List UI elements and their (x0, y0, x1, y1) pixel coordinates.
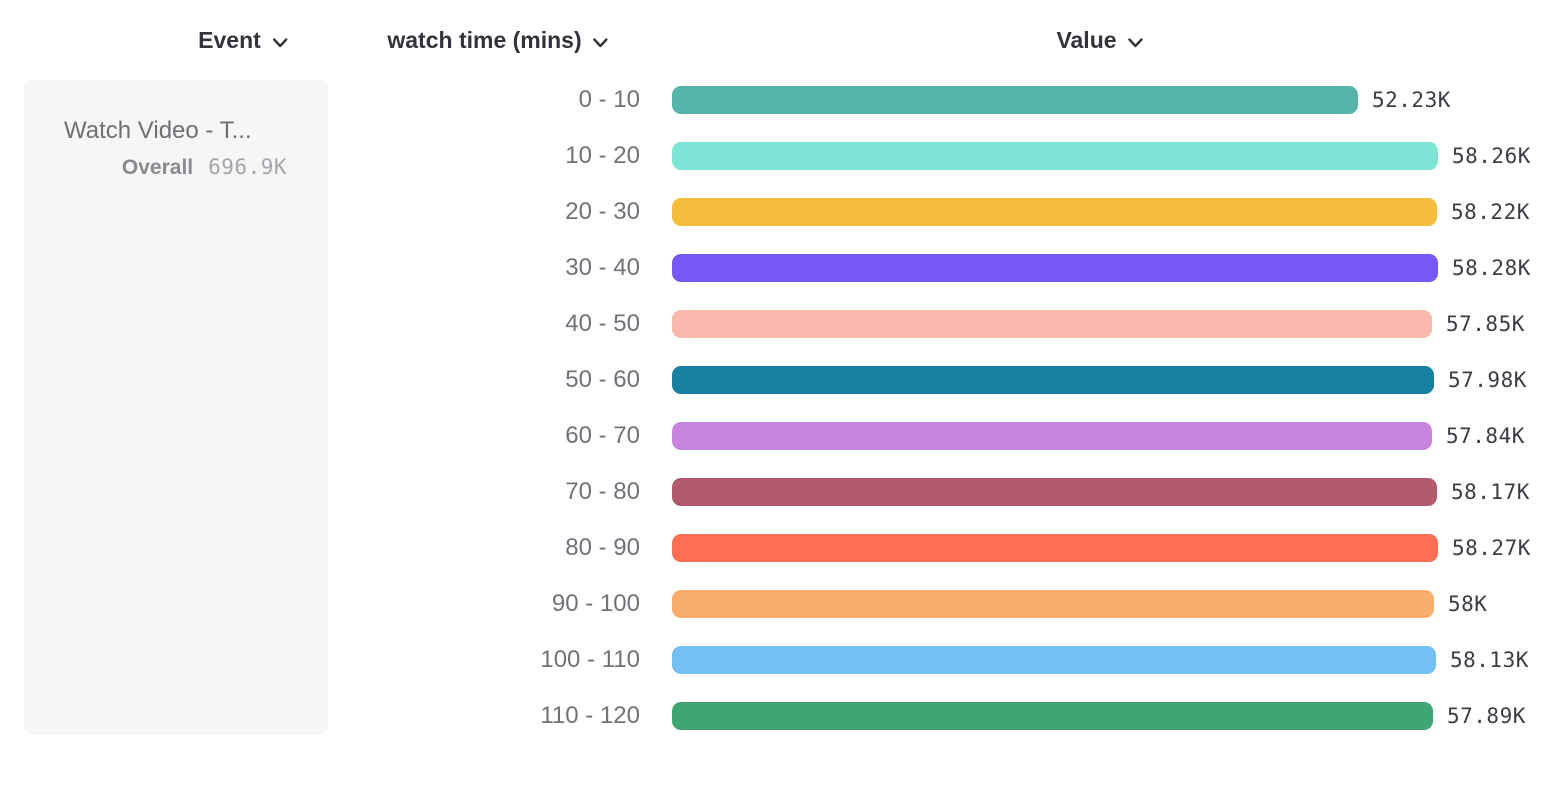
bucket-label: 90 - 100 (551, 590, 640, 617)
bucket-label: 20 - 30 (565, 198, 640, 225)
chart-row: 10 - 20 58.26K (0, 128, 1568, 184)
value-label: 58K (1448, 592, 1488, 616)
bar-segment[interactable] (672, 198, 1437, 226)
bar-segment[interactable] (672, 142, 1438, 170)
value-label: 58.26K (1452, 144, 1531, 168)
chevron-down-icon (593, 37, 609, 48)
chart-row: 100 - 110 58.13K (0, 632, 1568, 688)
chart-row: 50 - 60 57.98K (0, 352, 1568, 408)
value-label: 58.22K (1451, 200, 1530, 224)
value-label: 57.84K (1446, 424, 1525, 448)
bar-segment[interactable] (672, 366, 1434, 394)
bucket-label: 50 - 60 (565, 366, 640, 393)
bucket-label: 110 - 120 (540, 702, 640, 729)
bar-segment[interactable] (672, 86, 1358, 114)
bar-segment[interactable] (672, 534, 1438, 562)
event-dropdown[interactable]: Event (198, 27, 288, 54)
bar-segment[interactable] (672, 254, 1438, 282)
bucket-label: 80 - 90 (565, 534, 640, 561)
bucket-label: 40 - 50 (565, 310, 640, 337)
chart-row: 30 - 40 58.28K (0, 240, 1568, 296)
bucket-label: 100 - 110 (540, 646, 640, 673)
chart-row: 0 - 10 52.23K (0, 72, 1568, 128)
value-dropdown[interactable]: Value (1056, 27, 1143, 54)
bar-segment[interactable] (672, 478, 1437, 506)
value-label: 58.28K (1452, 256, 1531, 280)
bar-segment[interactable] (672, 702, 1433, 730)
chart-row: 110 - 120 57.89K (0, 688, 1568, 744)
bucket-label: 60 - 70 (565, 422, 640, 449)
overall-label: Overall (121, 156, 194, 179)
bucket-label: 70 - 80 (565, 478, 640, 505)
value-label: 58.27K (1452, 536, 1531, 560)
chevron-down-icon (1128, 37, 1144, 48)
overall-value: 696.9K (208, 155, 287, 179)
watch-time-dropdown-label: watch time (mins) (387, 27, 582, 53)
chart-row: 20 - 30 58.22K (0, 184, 1568, 240)
value-label: 57.98K (1448, 368, 1527, 392)
value-dropdown-label: Value (1056, 27, 1117, 53)
value-label: 57.85K (1446, 312, 1525, 336)
value-label: 58.13K (1450, 648, 1529, 672)
value-label: 57.89K (1447, 704, 1526, 728)
bucket-label: 30 - 40 (565, 254, 640, 281)
bar-segment[interactable] (672, 646, 1436, 674)
bar-segment[interactable] (672, 590, 1434, 618)
chart-row: 80 - 90 58.27K (0, 520, 1568, 576)
legend-overall-row: Overall 696.9K (122, 155, 287, 180)
bar-segment[interactable] (672, 310, 1432, 338)
bar-chart: 0 - 10 52.23K 10 - 20 58.26K 20 - 30 58.22K 30… (0, 72, 1568, 744)
legend-event-name[interactable]: Watch Video - T... (64, 117, 252, 144)
bucket-label: 0 - 10 (578, 86, 640, 113)
chart-row: 60 - 70 57.84K (0, 408, 1568, 464)
bar-segment[interactable] (672, 422, 1432, 450)
bucket-label: 10 - 20 (565, 142, 640, 169)
legend-card: Watch Video - T... Overall 696.9K (24, 80, 328, 735)
value-label: 52.23K (1372, 88, 1451, 112)
chart-row: 70 - 80 58.17K (0, 464, 1568, 520)
watch-time-dropdown[interactable]: watch time (mins) (387, 27, 608, 54)
value-label: 58.17K (1451, 480, 1530, 504)
chart-row: 90 - 100 58K (0, 576, 1568, 632)
event-dropdown-label: Event (198, 27, 261, 53)
chart-row: 40 - 50 57.85K (0, 296, 1568, 352)
chevron-down-icon (272, 37, 288, 48)
